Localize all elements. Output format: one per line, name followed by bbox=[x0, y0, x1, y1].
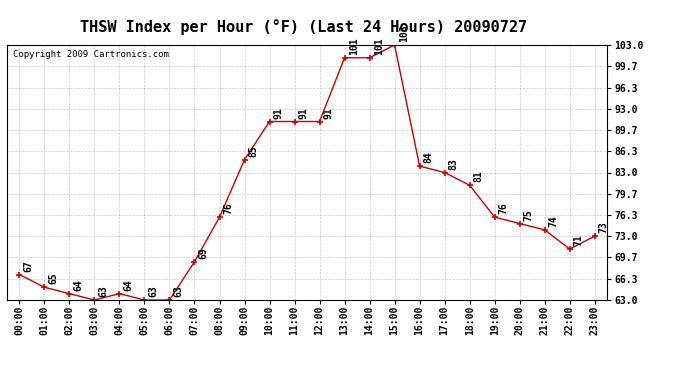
Text: 76: 76 bbox=[224, 202, 234, 214]
Text: 74: 74 bbox=[549, 215, 559, 227]
Text: 64: 64 bbox=[124, 279, 134, 291]
Text: 103: 103 bbox=[399, 25, 408, 42]
Text: 65: 65 bbox=[48, 273, 59, 285]
Text: 63: 63 bbox=[148, 285, 159, 297]
Text: 84: 84 bbox=[424, 152, 434, 164]
Text: 76: 76 bbox=[499, 202, 509, 214]
Text: 81: 81 bbox=[474, 171, 484, 183]
Text: 85: 85 bbox=[248, 145, 259, 157]
Text: 73: 73 bbox=[599, 222, 609, 234]
Text: 71: 71 bbox=[574, 234, 584, 246]
Text: 63: 63 bbox=[99, 285, 108, 297]
Text: 64: 64 bbox=[74, 279, 83, 291]
Text: 67: 67 bbox=[23, 260, 34, 272]
Text: 91: 91 bbox=[299, 107, 308, 119]
Text: 83: 83 bbox=[448, 158, 459, 170]
Text: 75: 75 bbox=[524, 209, 534, 221]
Text: 63: 63 bbox=[174, 285, 184, 297]
Text: 91: 91 bbox=[324, 107, 334, 119]
Text: 101: 101 bbox=[348, 38, 359, 55]
Text: Copyright 2009 Cartronics.com: Copyright 2009 Cartronics.com bbox=[13, 50, 169, 59]
Text: 69: 69 bbox=[199, 247, 208, 259]
Text: THSW Index per Hour (°F) (Last 24 Hours) 20090727: THSW Index per Hour (°F) (Last 24 Hours)… bbox=[80, 19, 527, 34]
Text: 91: 91 bbox=[274, 107, 284, 119]
Text: 101: 101 bbox=[374, 38, 384, 55]
